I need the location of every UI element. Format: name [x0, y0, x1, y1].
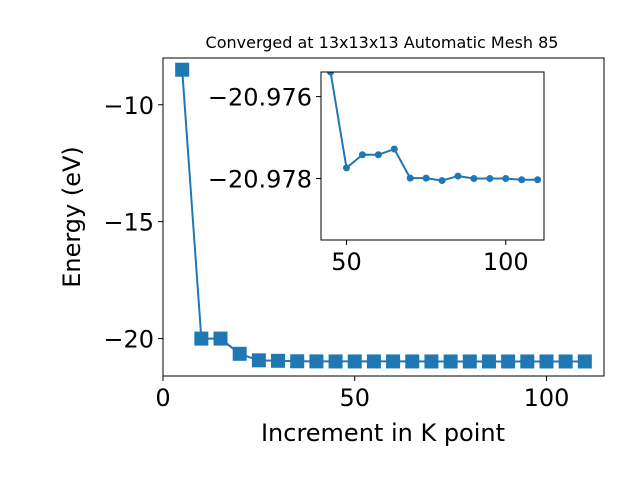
main-data-point	[194, 331, 209, 346]
main-y-tick-label: −10	[103, 92, 154, 120]
main-data-point	[405, 354, 420, 369]
inset-data-point	[502, 175, 510, 183]
main-data-point	[213, 331, 228, 346]
main-data-point	[290, 354, 305, 369]
inset-frame	[320, 71, 545, 241]
inset-data-point	[518, 176, 526, 184]
inset-data-point	[486, 175, 494, 183]
inset-data-point	[390, 145, 398, 153]
chart-title: Converged at 13x13x13 Automatic Mesh 85	[206, 33, 559, 52]
main-x-tick-label: 0	[155, 384, 170, 412]
inset-data-point	[342, 164, 350, 172]
inset-data-point	[470, 175, 478, 183]
main-y-tick-label: −15	[103, 209, 154, 237]
main-data-point	[520, 354, 535, 369]
x-axis-label: Increment in K point	[261, 419, 505, 447]
main-data-point	[366, 354, 381, 369]
main-ticks: 0 50 100 −20 −15 −10	[103, 92, 569, 412]
main-data-point	[443, 354, 458, 369]
y-axis-label: Energy (eV)	[58, 146, 86, 288]
inset-data-point	[438, 177, 446, 185]
inset-y-tick-label: −20.978	[208, 166, 312, 194]
inset-data-point	[422, 174, 430, 182]
main-data-point	[424, 354, 439, 369]
main-series	[175, 62, 592, 369]
inset-x-tick-label: 100	[483, 248, 529, 276]
inset-data-point	[327, 72, 335, 76]
inset-data-point	[374, 151, 382, 159]
main-x-tick-label: 100	[524, 384, 570, 412]
main-data-point	[175, 62, 190, 77]
main-data-point	[386, 354, 401, 369]
inset-series	[327, 72, 542, 185]
inset-ticks: 50 100 −20.978 −20.976	[208, 84, 529, 276]
inset-x-tick-label: 50	[331, 248, 362, 276]
main-data-point	[251, 353, 266, 368]
inset-data-point	[406, 174, 414, 182]
inset-data-point	[534, 176, 542, 184]
main-y-tick-label: −20	[103, 326, 154, 354]
main-data-point	[501, 354, 516, 369]
main-data-point	[558, 354, 573, 369]
main-data-point	[271, 353, 286, 368]
main-data-point	[309, 354, 324, 369]
inset-data-point	[358, 151, 366, 159]
main-data-point	[347, 354, 362, 369]
main-data-point	[539, 354, 554, 369]
main-frame	[162, 57, 605, 377]
main-data-point	[462, 354, 477, 369]
inset-plot-area	[321, 72, 544, 240]
inset-axes: 50 100 −20.978 −20.976	[208, 71, 545, 276]
main-x-tick-label: 50	[339, 384, 370, 412]
main-series-line	[181, 69, 585, 363]
main-data-point	[577, 354, 592, 369]
main-data-point	[481, 354, 496, 369]
main-data-point	[232, 346, 247, 361]
inset-data-point	[454, 172, 462, 180]
main-data-point	[328, 354, 343, 369]
inset-y-tick-label: −20.976	[208, 84, 312, 112]
